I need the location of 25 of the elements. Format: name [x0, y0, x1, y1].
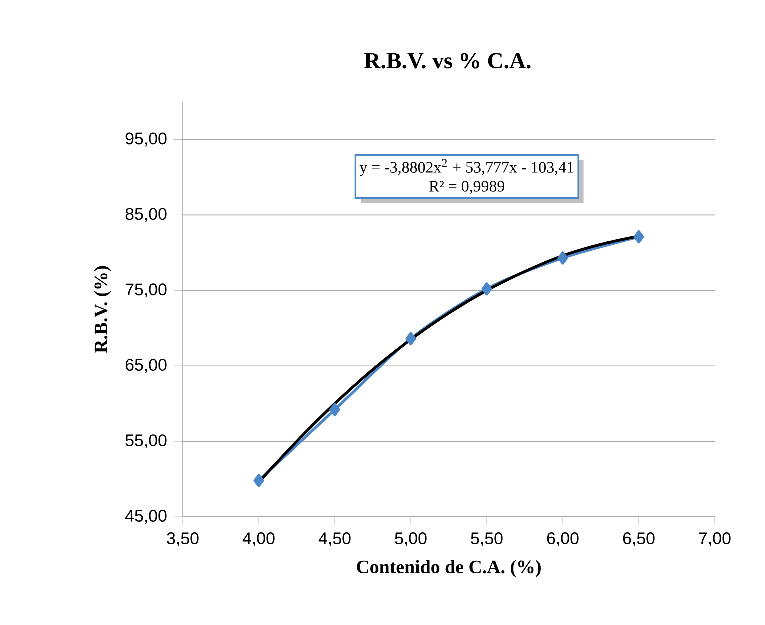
y-axis-title: R.B.V. (%)	[94, 266, 112, 354]
y-tick-label: 75,00	[126, 284, 167, 298]
annotation: y = -3,8802x$^{2}$ + 53,777x - 103,41	[360, 159, 574, 176]
x-tick-label: 6,00	[547, 532, 579, 547]
y-tick-label: 45,00	[125, 510, 167, 524]
x-tick-label: 4,50	[318, 532, 351, 547]
x-tick-label: 3,50	[167, 532, 199, 547]
x-axis-title: Contenido de C.A. (%)	[357, 560, 541, 578]
y-tick-label: 95,00	[126, 132, 167, 147]
annotation: R² = 0,9989	[429, 181, 505, 194]
point	[482, 282, 492, 296]
point	[558, 252, 568, 265]
point	[254, 474, 264, 488]
y-tick-label: 55,00	[126, 434, 167, 449]
y-tick-label: 85,00	[126, 208, 167, 222]
x-tick-label: 6,50	[623, 532, 655, 547]
x-tick-label: 5,50	[471, 532, 503, 547]
x-tick-label: 5,00	[395, 532, 427, 547]
x-tick-label: 4,00	[242, 532, 275, 547]
point	[634, 230, 644, 244]
x-tick-label: 7,00	[699, 532, 731, 547]
point	[406, 332, 416, 346]
point	[330, 403, 340, 416]
chart-title: R.B.V. vs % C.A.	[364, 53, 531, 69]
y-tick-label: 65,00	[126, 359, 167, 374]
